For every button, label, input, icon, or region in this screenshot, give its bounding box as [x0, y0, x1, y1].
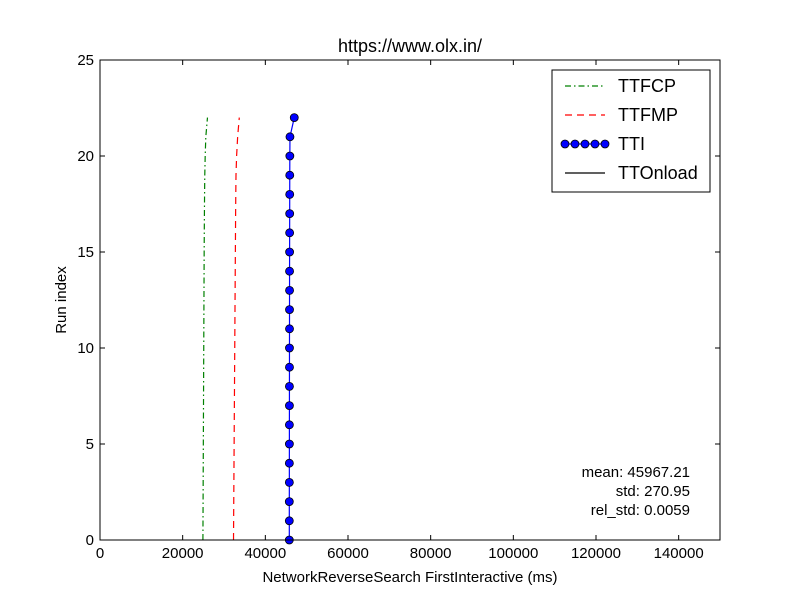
series-point-tti-14: [285, 266, 294, 276]
x-tick-label-4: 80000: [410, 545, 452, 562]
x-tick-label-2: 40000: [244, 545, 286, 562]
series-point-tti-7: [285, 401, 294, 411]
series-line-ttfmp: [232, 117, 240, 541]
series-point-tti-5: [284, 439, 294, 449]
legend-marker-tti-1: [560, 139, 570, 149]
y-tick-label-3: 15: [77, 244, 94, 261]
x-tick-label-1: 20000: [162, 545, 204, 562]
x-tick-label-6: 120000: [571, 545, 621, 562]
chart-title: https://www.olx.in/: [338, 36, 482, 56]
x-tick-label-3: 60000: [327, 545, 369, 562]
series-point-tti-20: [285, 151, 295, 161]
series-point-tti-15: [285, 247, 294, 257]
series-point-tti-3: [284, 477, 294, 487]
series-point-tti-22: [289, 113, 299, 122]
legend-label-tti: TTI: [618, 134, 645, 154]
legend-marker-tti-2: [570, 139, 580, 149]
y-tick-label-0: 0: [86, 532, 94, 549]
x-axis-label: NetworkReverseSearch FirstInteractive (m…: [262, 569, 557, 586]
legend: TTFCP TTFMP TTI TTOnload: [551, 69, 711, 193]
ticks-layer: 0 20000 40000 60000 80000 100000 120000 140000 0…: [77, 52, 720, 562]
series-point-tti-19: [285, 170, 295, 180]
series-point-tti-8: [285, 381, 294, 391]
legend-marker-tti-5: [600, 139, 610, 149]
series-point-tti-18: [285, 189, 295, 199]
series-point-tti-21: [285, 132, 295, 142]
y-tick-label-1: 5: [86, 436, 94, 453]
series-point-tti-2: [284, 497, 294, 507]
legend-marker-tti-3: [580, 139, 590, 149]
stats-mean: mean: 45967.21: [582, 464, 690, 481]
legend-label-ttfmp: TTFMP: [618, 105, 678, 125]
x-tick-label-0: 0: [96, 545, 104, 562]
series-point-tti-6: [284, 420, 294, 430]
series-point-tti-12: [285, 305, 294, 315]
stats-std: std: 270.95: [616, 483, 690, 500]
plot-layer: [202, 113, 299, 545]
y-tick-label-5: 25: [77, 52, 94, 69]
series-point-tti-16: [285, 228, 295, 238]
legend-marker-tti-4: [590, 139, 600, 149]
series-point-tti-17: [285, 209, 295, 219]
legend-label-ttonload: TTOnload: [618, 163, 698, 183]
series-line-ttfcp: [202, 117, 209, 541]
legend-label-ttfcp: TTFCP: [618, 76, 676, 96]
legend-box: [551, 69, 711, 193]
plot-frame: [99, 59, 721, 541]
series-point-tti-1: [284, 516, 294, 526]
x-tick-label-5: 100000: [488, 545, 538, 562]
stats-annotation: mean: 45967.21 std: 270.95 rel_std: 0.00…: [582, 464, 690, 519]
series-point-tti-11: [285, 324, 294, 334]
y-axis-label: Run index: [53, 266, 70, 334]
y-tick-label-2: 10: [77, 340, 94, 357]
series-point-tti-13: [285, 285, 294, 295]
x-tick-label-7: 140000: [654, 545, 704, 562]
series-point-tti-4: [284, 458, 294, 468]
stats-rel-std: rel_std: 0.0059: [591, 502, 690, 519]
series-point-tti-10: [285, 343, 294, 353]
y-tick-label-4: 20: [77, 148, 94, 165]
series-point-tti-9: [285, 362, 294, 372]
